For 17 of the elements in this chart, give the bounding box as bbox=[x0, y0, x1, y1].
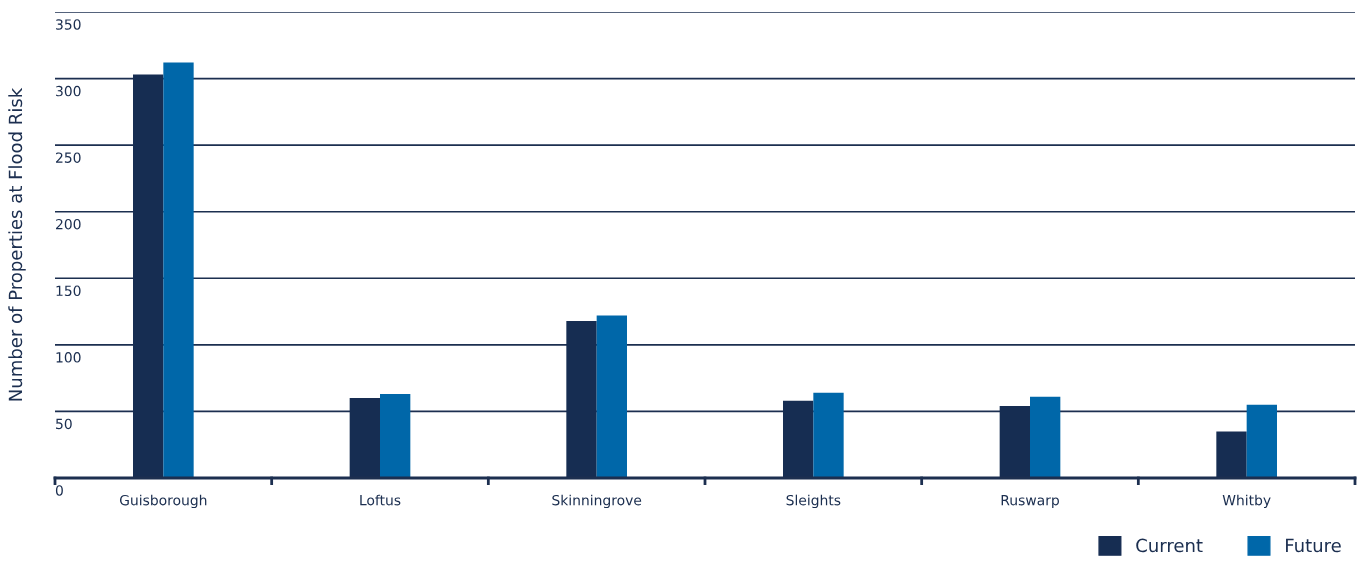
y-tick-label: 250 bbox=[56, 152, 81, 163]
y-tick-label: 350 bbox=[56, 19, 81, 30]
x-tick-label: Loftus bbox=[360, 494, 401, 506]
y-tick-label: 300 bbox=[56, 85, 81, 97]
x-tick-label: Guisborough bbox=[119, 494, 207, 509]
y-tick-label: 150 bbox=[56, 285, 81, 297]
y-tick-label: 100 bbox=[56, 352, 81, 363]
x-tick-label: Sleights bbox=[786, 494, 841, 509]
x-tick-label: Skinningrove bbox=[552, 494, 642, 509]
y-axis-title: Number of Properties at Flood Risk bbox=[8, 87, 26, 401]
x-tick-label: Whitby bbox=[1222, 494, 1271, 509]
legend-label: Future bbox=[1286, 538, 1341, 553]
x-tick-label: Ruswarp bbox=[1001, 495, 1059, 509]
y-tick-label: 0 bbox=[55, 485, 63, 496]
legend-label: Current bbox=[1136, 538, 1203, 553]
y-tick-label: 50 bbox=[56, 418, 72, 430]
y-tick-label: 200 bbox=[56, 218, 81, 230]
